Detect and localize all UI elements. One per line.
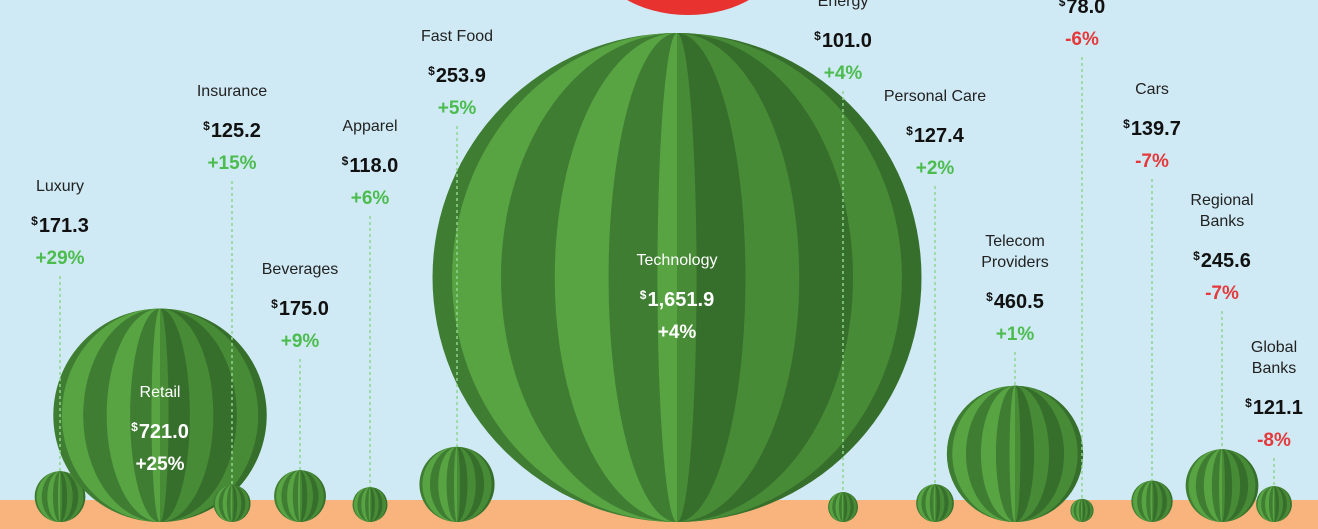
category-label: Retail <box>140 382 181 403</box>
label-group: Cars $139.7 -7% <box>1092 79 1212 173</box>
category-label: Cars <box>1135 79 1169 100</box>
change-label: +29% <box>35 248 84 270</box>
currency-symbol: $ <box>428 64 435 78</box>
category-label: Insurance <box>197 81 267 102</box>
currency-symbol: $ <box>1059 0 1066 9</box>
label-group: Insurance $125.2 +15% <box>172 81 292 175</box>
currency-symbol: $ <box>1123 117 1130 131</box>
currency-symbol: $ <box>131 420 138 434</box>
value-label: $139.7 <box>1123 112 1181 141</box>
currency-symbol: $ <box>640 288 647 302</box>
change-label: +4% <box>824 63 863 85</box>
value-text: 1,651.9 <box>647 289 714 311</box>
watermelon <box>213 485 250 522</box>
category-label: Apparel <box>342 116 397 137</box>
value-text: 171.3 <box>39 215 89 237</box>
value-label: $460.5 <box>986 285 1044 314</box>
value-text: 125.2 <box>211 120 261 142</box>
change-label: +25% <box>135 454 184 476</box>
watermelon <box>1070 499 1093 522</box>
currency-symbol: $ <box>986 290 993 304</box>
label-group: Luxury $171.3 +29% <box>0 176 120 270</box>
value-label: $101.0 <box>814 24 872 53</box>
currency-symbol: $ <box>1193 249 1200 263</box>
label-group: Technology $1,651.9 +4% <box>607 250 747 344</box>
value-text: 121.1 <box>1253 397 1303 419</box>
change-label: +5% <box>438 98 477 120</box>
value-text: 245.6 <box>1201 250 1251 272</box>
currency-symbol: $ <box>814 29 821 43</box>
value-text: 175.0 <box>279 298 329 320</box>
watermelon <box>419 447 494 522</box>
change-label: -7% <box>1135 151 1169 173</box>
value-text: 721.0 <box>139 421 189 443</box>
change-label: -7% <box>1205 283 1239 305</box>
currency-symbol: $ <box>342 154 349 168</box>
change-label: +1% <box>996 324 1035 346</box>
label-group: Beverages $175.0 +9% <box>240 259 360 353</box>
watermelon <box>1131 481 1172 522</box>
value-text: 253.9 <box>436 65 486 87</box>
currency-symbol: $ <box>271 297 278 311</box>
value-label: $245.6 <box>1193 244 1251 273</box>
category-label: Energy <box>818 0 869 12</box>
value-label: $125.2 <box>203 114 261 143</box>
watermelon <box>353 487 388 522</box>
label-group: Energy $101.0 +4% <box>783 0 903 85</box>
label-group: Retail $721.0 +25% <box>100 382 220 476</box>
value-text: 101.0 <box>822 30 872 52</box>
currency-symbol: $ <box>1245 396 1252 410</box>
decoration <box>596 0 780 15</box>
category-label: Technology <box>637 250 718 271</box>
change-label: -6% <box>1065 29 1099 51</box>
value-text: 460.5 <box>994 291 1044 313</box>
value-label: $127.4 <box>906 119 964 148</box>
watermelon <box>916 484 954 522</box>
label-group: Personal Care $127.4 +2% <box>870 86 1000 180</box>
category-label: Personal Care <box>884 86 986 107</box>
value-label: $121.1 <box>1245 391 1303 420</box>
label-group: Fast Food $253.9 +5% <box>397 26 517 120</box>
category-label: Telecom Providers <box>975 231 1055 273</box>
change-label: +9% <box>281 331 320 353</box>
watermelon <box>274 470 326 522</box>
value-label: $78.0 <box>1059 0 1106 19</box>
category-label: Luxury <box>36 176 84 197</box>
change-label: +4% <box>658 322 697 344</box>
currency-symbol: $ <box>31 214 38 228</box>
label-group: Apparel $118.0 +6% <box>310 116 430 210</box>
change-label: +2% <box>916 158 955 180</box>
currency-symbol: $ <box>906 124 913 138</box>
value-label: $118.0 <box>342 149 399 178</box>
value-label: $171.3 <box>31 209 89 238</box>
value-text: 118.0 <box>349 155 398 177</box>
value-text: 127.4 <box>914 125 964 147</box>
value-label: $721.0 <box>131 415 189 444</box>
change-label: +6% <box>351 188 390 210</box>
watermelon <box>1186 449 1259 522</box>
watermelon <box>828 492 858 522</box>
value-label: $1,651.9 <box>640 283 714 312</box>
change-label: -8% <box>1257 430 1291 452</box>
value-label: $175.0 <box>271 292 329 321</box>
value-text: 139.7 <box>1131 118 1181 140</box>
label-group: Global Banks $121.1 -8% <box>1244 337 1304 452</box>
category-label: Beverages <box>262 259 339 280</box>
currency-symbol: $ <box>203 119 210 133</box>
value-label: $253.9 <box>428 59 486 88</box>
category-label: Regional Banks <box>1182 190 1262 232</box>
watermelon <box>947 386 1083 522</box>
change-label: +15% <box>207 153 256 175</box>
value-text: 78.0 <box>1066 0 1105 18</box>
watermelon <box>1256 486 1292 522</box>
category-label: Fast Food <box>421 26 493 47</box>
label-group: Regional Banks $245.6 -7% <box>1182 190 1262 305</box>
label-group: $78.0 -6% <box>1022 0 1142 51</box>
label-group: Telecom Providers $460.5 +1% <box>975 231 1055 346</box>
category-label: Global Banks <box>1244 337 1304 379</box>
infographic: Luxury $171.3 +29% Retail $721.0 +25% Insuranc… <box>0 0 1318 529</box>
